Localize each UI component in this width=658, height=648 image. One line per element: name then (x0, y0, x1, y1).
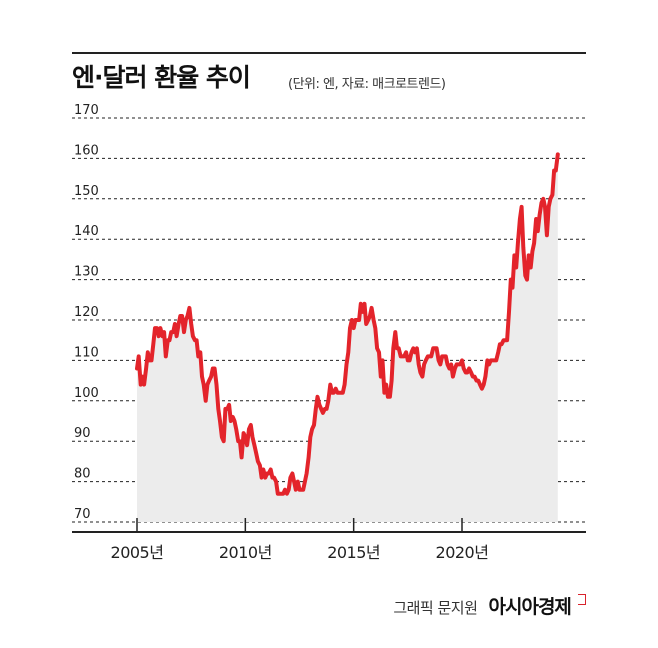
chart-title: 엔·달러 환율 추이 (72, 63, 251, 92)
x-tick-label-2010: 2010년 (219, 543, 272, 562)
y-tick-label-110: 110 (74, 345, 99, 360)
y-tick-label-150: 150 (74, 184, 99, 199)
x-axis (72, 518, 586, 533)
credit-graphic: 그래픽 문지원 (393, 599, 478, 617)
header-rule (72, 52, 586, 54)
y-tick-label-130: 130 (74, 265, 99, 280)
y-tick-label-80: 80 (74, 467, 91, 482)
area-fill (137, 154, 558, 522)
y-tick-label-100: 100 (74, 386, 99, 401)
exchange-rate-line (135, 152, 560, 496)
y-tick-label-120: 120 (74, 305, 99, 320)
area-fill-layer (137, 154, 558, 522)
x-tick-labels: 2005년 2010년 2015년 2020년 (111, 543, 489, 562)
x-tick-label-2020: 2020년 (436, 543, 489, 562)
brand-logo: 아시아경제 (488, 596, 572, 618)
x-tick-label-2015: 2015년 (327, 543, 380, 562)
y-tick-label-70: 70 (74, 507, 91, 522)
brand-mark-icon (578, 594, 586, 605)
y-tick-label-170: 170 (74, 103, 99, 118)
y-tick-labels: 70 80 90 100 110 120 130 140 150 160 170 (74, 103, 99, 522)
line-layer (135, 152, 560, 496)
y-tick-label-160: 160 (74, 143, 99, 158)
y-tick-label-140: 140 (74, 224, 99, 239)
credit: 그래픽 문지원 아시아경제 (393, 592, 586, 619)
y-tick-label-90: 90 (74, 426, 91, 441)
x-tick-label-2005: 2005년 (111, 543, 164, 562)
chart-subtitle: (단위: 엔, 자료: 매크로트렌드) (288, 77, 446, 92)
